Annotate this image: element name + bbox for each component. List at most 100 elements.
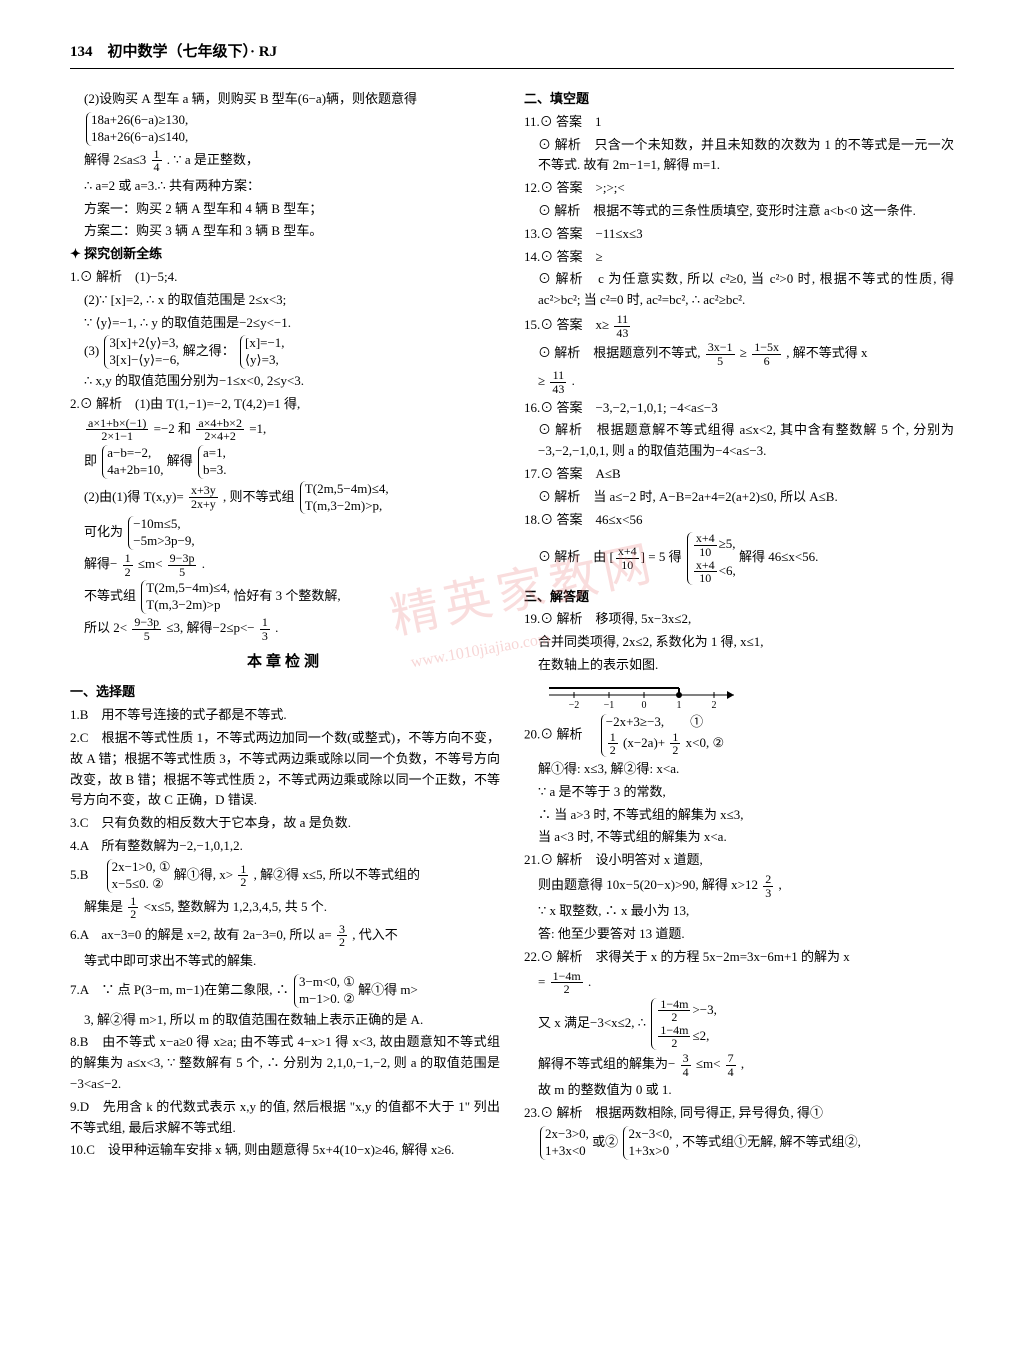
tick-label: 1	[677, 700, 682, 710]
text: , 则不等式组	[223, 489, 295, 504]
equation-line: 20.⊙ 解析 −2x+3≥−3, ① 12 (x−2a)+ 12 x<0, ②	[524, 714, 954, 757]
frac-den: 2	[670, 744, 680, 757]
text: ∴ 当 a>3 时, 不等式组的解集为 x≤3,	[524, 805, 954, 826]
text: 21.⊙ 解析 设小明答对 x 道题,	[524, 850, 954, 871]
mcq-heading: 一、选择题	[70, 682, 500, 703]
frac-den: 10	[694, 572, 717, 585]
text: ⊙ 解析 由	[538, 549, 606, 564]
text: , 解②得 x≤5, 所以不等式组的	[254, 867, 420, 882]
text: ∵ x 取整数, ∴ x 最小为 13,	[524, 901, 954, 922]
eq-line: 12 (x−2a)+ 12 x<0, ②	[606, 731, 724, 757]
right-column: 二、填空题 11.⊙ 答案 1 ⊙ 解析 只含一个未知数，并且未知数的次数为 1…	[524, 87, 954, 1163]
frac-num: x+3y	[189, 484, 218, 498]
text: 11.⊙ 答案 1	[524, 112, 954, 133]
frac-den: 3	[763, 887, 773, 900]
text: 3.C 只有负数的相反数大于它本身，故 a 是负数.	[70, 813, 500, 834]
text: 6.A ax−3=0 的解是 x=2, 故有 2a−3=0, 所以 a=	[70, 927, 332, 942]
text: >−3,	[692, 1002, 716, 1017]
text: 17.⊙ 答案 A≤B	[524, 464, 954, 485]
text: 解集是	[84, 899, 123, 914]
text: 23.⊙ 解析 根据两数相除, 同号得正, 异号得负, 得①	[524, 1105, 823, 1120]
text: 8.B 由不等式 x−a≥0 得 x≥a; 由不等式 4−x>1 得 x<3, …	[70, 1032, 500, 1094]
text: 1.⊙ 解析 (1)−5;4.	[70, 267, 500, 288]
frac-num: 3x−1	[706, 341, 735, 355]
number-line-icon: −2 −1 0 1 2	[544, 680, 744, 710]
text: ≤m<	[696, 1056, 721, 1071]
frac-num: 1−4m	[658, 998, 690, 1012]
frac-den: 2	[608, 744, 618, 757]
chapter-title: 本章检测	[70, 650, 500, 674]
frac-den: 5	[132, 630, 161, 643]
frac-den: 3	[260, 630, 270, 643]
frac-den: 43	[614, 327, 630, 340]
text: 即	[84, 453, 97, 468]
tick-label: −2	[569, 700, 580, 710]
text: 4.A 所有整数解为−2,−1,0,1,2.	[70, 836, 500, 857]
text: ∵ ⟨y⟩=−1, ∴ y 的取值范围是−2≤y<−1.	[70, 313, 500, 334]
eq-line: 4a+2b=10,	[107, 462, 163, 479]
tick-label: 2	[712, 700, 717, 710]
text: 解①得, x>	[174, 867, 233, 882]
text: ≤2,	[692, 1028, 709, 1043]
equation-line: 又 x 满足−3<x≤2, ∴ 1−4m2>−3, 1−4m2≤2,	[524, 998, 954, 1050]
eq-line: a=1,	[203, 445, 227, 462]
frac-den: 6	[752, 355, 781, 368]
text: ⊙ 解析 根据题意列不等式,	[538, 345, 704, 360]
frac-den: 10	[616, 559, 639, 572]
text: 方案二：购买 3 辆 A 型车和 3 辆 B 型车。	[70, 221, 500, 242]
equation-line: ⊙ 解析 根据题意列不等式, 3x−15 ≥ 1−5x6 , 解不等式得 x	[524, 341, 954, 367]
text: . ∵ a 是正整数，	[167, 152, 259, 167]
frac-num: a×1+b×(−1)	[86, 417, 148, 431]
fill-heading: 二、填空题	[524, 89, 954, 110]
text: 18.⊙ 答案 46≤x<56	[524, 510, 954, 531]
equation-line: a×1+b×(−1)2×1−1 =−2 和 a×4+b×22×4+2 =1,	[70, 417, 500, 443]
frac-den: 2×4+2	[196, 430, 244, 443]
text: 7.A ∵ 点 P(3−m, m−1)在第二象限, ∴	[70, 982, 289, 997]
solve-heading: 三、解答题	[524, 587, 954, 608]
eq-line: −5m>3p−9,	[133, 533, 194, 550]
eq-line: 3[x]−⟨y⟩=−6,	[109, 352, 179, 369]
eq-line: T(m,3−2m)>p	[146, 597, 230, 614]
equation-line: 15.⊙ 答案 x≥ 1143	[524, 313, 954, 339]
text: 3, 解②得 m>1, 所以 m 的取值范围在数轴上表示正确的是 A.	[70, 1010, 500, 1031]
text: 1.B 用不等号连接的式子都是不等式.	[70, 705, 500, 726]
text: (2)∵ [x]=2, ∴ x 的取值范围是 2≤x<3;	[70, 290, 500, 311]
text: 9.D 先用含 k 的代数式表示 x,y 的值, 然后根据 "x,y 的值都不大…	[70, 1097, 500, 1139]
text: =	[538, 974, 545, 989]
text: .	[572, 373, 575, 388]
equation-line: 23.⊙ 解析 根据两数相除, 同号得正, 异号得负, 得①	[524, 1103, 954, 1124]
eq-line: 2x−3>0,	[545, 1126, 589, 1143]
text: 12.⊙ 答案 >;>;<	[524, 178, 954, 199]
equation-line: 解得不等式组的解集为− 34 ≤m< 74 ,	[524, 1052, 954, 1078]
text: (2)由(1)得 T(x,y)=	[84, 489, 184, 504]
text: (x−2a)+	[623, 735, 665, 750]
frac-num: 9−3p	[168, 552, 197, 566]
eq-line: 1+3x>0	[628, 1143, 672, 1160]
frac-den: 5	[168, 566, 197, 579]
frac-num: 1	[152, 148, 162, 162]
eq-line: 3−m<0, ①	[299, 974, 355, 991]
equation-line: 7.A ∵ 点 P(3−m, m−1)在第二象限, ∴ 3−m<0, ①m−1>…	[70, 974, 500, 1008]
equation-system: 可化为 −10m≤5,−5m>3p−9,	[70, 516, 500, 550]
frac-num: 1−4m	[658, 1024, 690, 1038]
frac-den: 2	[123, 566, 133, 579]
two-column-layout: (2)设购买 A 型车 a 辆，则购买 B 型车(6−a)辆，则依题意得 18a…	[70, 87, 954, 1163]
text: , 代入不	[352, 927, 398, 942]
text: 15.⊙ 答案 x≥	[524, 317, 609, 332]
text: = 5 得	[648, 549, 681, 564]
text: 13.⊙ 答案 −11≤x≤3	[524, 224, 954, 245]
equation-line: 则由题意得 10x−5(20−x)>90, 解得 x>12 23 ,	[524, 873, 954, 899]
text: x<0, ②	[686, 735, 725, 750]
text: 10.C 设甲种运输车安排 x 辆, 则由题意得 5x+4(10−x)≥46, …	[70, 1140, 500, 1161]
text: 19.⊙ 解析 移项得, 5x−3x≤2,	[524, 609, 954, 630]
section-subhead: ✦ 探究创新全练	[70, 244, 500, 265]
text: 恰好有 3 个整数解,	[233, 588, 340, 603]
text: ≥5,	[719, 536, 736, 551]
text: 可化为	[84, 524, 123, 539]
text: .	[202, 556, 205, 571]
text: =−2 和	[154, 421, 191, 436]
eq-line: T(2m,5−4m)≤4,	[305, 481, 389, 498]
text: ⊙ 解析 只含一个未知数，并且未知数的次数为 1 的不等式是一元一次不等式. 故…	[524, 135, 954, 177]
text: 20.⊙ 解析	[524, 726, 596, 741]
text: =1,	[249, 421, 266, 436]
